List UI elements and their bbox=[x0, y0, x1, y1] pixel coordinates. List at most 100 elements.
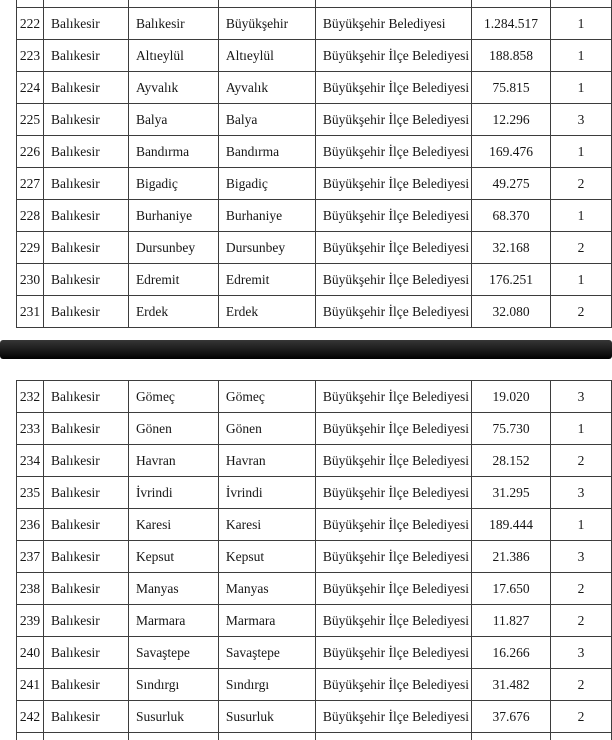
table-row: 237 Balıkesir Kepsut Kepsut Büyükşehir İlçe … bbox=[16, 540, 612, 573]
table-row: 224 Balıkesir Ayvalık Ayvalık Büyükşehir İlç… bbox=[16, 71, 612, 104]
cell-municipality-name: Ayvalık bbox=[217, 71, 316, 104]
cell-population: 31.295 bbox=[471, 476, 552, 509]
cell-row-number: 234 bbox=[16, 444, 44, 477]
cell-district: Burhaniye bbox=[127, 199, 219, 232]
cell-population: 1.284.517 bbox=[471, 7, 552, 40]
cell-municipality-type: Büyükşehir İlçe Belediyesi bbox=[314, 39, 473, 72]
cell-population: 28.152 bbox=[471, 444, 552, 477]
cell-population: 49.275 bbox=[471, 167, 552, 200]
table-row: 233 Balıkesir Gönen Gönen Büyükşehir İlçe Be… bbox=[16, 412, 612, 445]
cell-municipality-type: Büyükşehir İlçe Belediyesi bbox=[314, 476, 473, 509]
cell-group-number: 1 bbox=[550, 135, 612, 168]
cell-municipality-name: Balya bbox=[217, 103, 316, 136]
table-row-clipped bbox=[16, 732, 612, 740]
cell-row-number: 227 bbox=[16, 167, 44, 200]
cell-group-number: 1 bbox=[550, 71, 612, 104]
cell-municipality-type: Büyükşehir İlçe Belediyesi bbox=[314, 604, 473, 637]
table-row: 236 Balıkesir Karesi Karesi Büyükşehir İlçe … bbox=[16, 508, 612, 541]
cell-municipality-name: Susurluk bbox=[217, 700, 316, 733]
table-row: 223 Balıkesir Altıeylül Altıeylül Büyükşehir… bbox=[16, 39, 612, 72]
cell-municipality-type: Büyükşehir İlçe Belediyesi bbox=[314, 263, 473, 296]
cell-group-number: 1 bbox=[550, 412, 612, 445]
cell-row-number: 236 bbox=[16, 508, 44, 541]
cell-population: 31.482 bbox=[471, 668, 552, 701]
table-row: 242 Balıkesir Susurluk Susurluk Büyükşehir İ… bbox=[16, 700, 612, 733]
cell-population: 12.296 bbox=[471, 103, 552, 136]
cell-municipality-name: İvrindi bbox=[217, 476, 316, 509]
cell-province: Balıkesir bbox=[42, 444, 129, 477]
cell-municipality-name: Bigadiç bbox=[217, 167, 316, 200]
cell-district: Marmara bbox=[127, 604, 219, 637]
cell-group-number: 2 bbox=[550, 295, 612, 328]
cell-group-number: 3 bbox=[550, 636, 612, 669]
cell-municipality-name: Marmara bbox=[217, 604, 316, 637]
cell-empty bbox=[314, 732, 473, 740]
cell-province: Balıkesir bbox=[42, 604, 129, 637]
cell-empty bbox=[471, 732, 552, 740]
cell-municipality-name: Savaştepe bbox=[217, 636, 316, 669]
cell-municipality-type: Büyükşehir İlçe Belediyesi bbox=[314, 540, 473, 573]
page-break-separator-bar bbox=[0, 340, 612, 359]
cell-district: Susurluk bbox=[127, 700, 219, 733]
cell-province: Balıkesir bbox=[42, 668, 129, 701]
cell-row-number: 223 bbox=[16, 39, 44, 72]
cell-row-number: 235 bbox=[16, 476, 44, 509]
cell-municipality-type: Büyükşehir İlçe Belediyesi bbox=[314, 231, 473, 264]
cell-group-number: 1 bbox=[550, 199, 612, 232]
cell-district: Dursunbey bbox=[127, 231, 219, 264]
cell-group-number: 3 bbox=[550, 103, 612, 136]
cell-row-number: 233 bbox=[16, 412, 44, 445]
cell-municipality-name: Erdek bbox=[217, 295, 316, 328]
cell-municipality-name: Bandırma bbox=[217, 135, 316, 168]
cell-province: Balıkesir bbox=[42, 476, 129, 509]
table-row: 240 Balıkesir Savaştepe Savaştepe Büyükşehir… bbox=[16, 636, 612, 669]
cell-district: Balya bbox=[127, 103, 219, 136]
cell-municipality-name: Altıeylül bbox=[217, 39, 316, 72]
cell-municipality-name: Kepsut bbox=[217, 540, 316, 573]
cell-empty bbox=[550, 732, 612, 740]
cell-empty bbox=[217, 732, 316, 740]
cell-row-number: 225 bbox=[16, 103, 44, 136]
cell-province: Balıkesir bbox=[42, 412, 129, 445]
table-row: 235 Balıkesir İvrindi İvrindi Büyükşehir İlç… bbox=[16, 476, 612, 509]
cell-district: Ayvalık bbox=[127, 71, 219, 104]
cell-district: İvrindi bbox=[127, 476, 219, 509]
cell-group-number: 2 bbox=[550, 572, 612, 605]
table-row: 226 Balıkesir Bandırma Bandırma Büyükşehir İ… bbox=[16, 135, 612, 168]
cell-municipality-type: Büyükşehir İlçe Belediyesi bbox=[314, 412, 473, 445]
cell-district: Altıeylül bbox=[127, 39, 219, 72]
cell-municipality-type: Büyükşehir İlçe Belediyesi bbox=[314, 295, 473, 328]
cell-population: 17.650 bbox=[471, 572, 552, 605]
cell-district: Manyas bbox=[127, 572, 219, 605]
cell-population: 169.476 bbox=[471, 135, 552, 168]
cell-province: Balıkesir bbox=[42, 636, 129, 669]
cell-municipality-type: Büyükşehir İlçe Belediyesi bbox=[314, 167, 473, 200]
cell-municipality-type: Büyükşehir İlçe Belediyesi bbox=[314, 508, 473, 541]
cell-district: Sındırgı bbox=[127, 668, 219, 701]
cell-row-number: 242 bbox=[16, 700, 44, 733]
cell-municipality-type: Büyükşehir İlçe Belediyesi bbox=[314, 572, 473, 605]
cell-province: Balıkesir bbox=[42, 295, 129, 328]
municipality-table-lower: 232 Balıkesir Gömeç Gömeç Büyükşehir İlçe Be… bbox=[16, 380, 612, 740]
cell-municipality-name: Dursunbey bbox=[217, 231, 316, 264]
table-row: 238 Balıkesir Manyas Manyas Büyükşehir İlçe … bbox=[16, 572, 612, 605]
cell-group-number: 2 bbox=[550, 604, 612, 637]
cell-empty bbox=[127, 0, 219, 8]
cell-municipality-type: Büyükşehir İlçe Belediyesi bbox=[314, 380, 473, 413]
cell-population: 75.730 bbox=[471, 412, 552, 445]
cell-row-number: 240 bbox=[16, 636, 44, 669]
cell-district: Bigadiç bbox=[127, 167, 219, 200]
cell-group-number: 1 bbox=[550, 7, 612, 40]
cell-municipality-name: Havran bbox=[217, 444, 316, 477]
cell-group-number: 2 bbox=[550, 700, 612, 733]
table-row: 232 Balıkesir Gömeç Gömeç Büyükşehir İlçe Be… bbox=[16, 380, 612, 413]
cell-district: Gönen bbox=[127, 412, 219, 445]
cell-row-number: 231 bbox=[16, 295, 44, 328]
cell-province: Balıkesir bbox=[42, 263, 129, 296]
cell-row-number: 237 bbox=[16, 540, 44, 573]
table-row: 227 Balıkesir Bigadiç Bigadiç Büyükşehir İlç… bbox=[16, 167, 612, 200]
cell-population: 37.676 bbox=[471, 700, 552, 733]
cell-province: Balıkesir bbox=[42, 380, 129, 413]
table-body-lower: 232 Balıkesir Gömeç Gömeç Büyükşehir İlçe Be… bbox=[16, 380, 612, 740]
